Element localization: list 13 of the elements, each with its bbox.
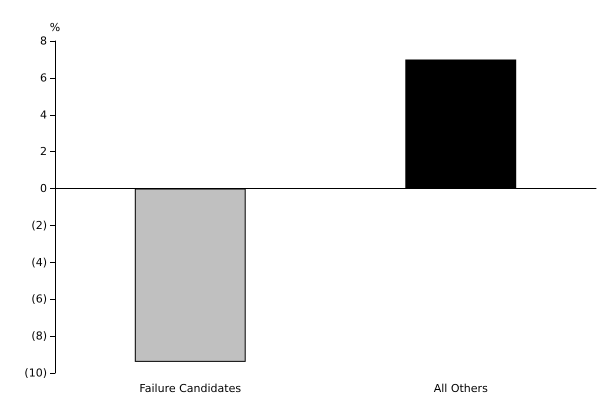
y-axis-title: %: [50, 21, 60, 34]
y-tick-label: (2): [31, 218, 47, 232]
y-tick-label: 6: [40, 71, 47, 84]
y-tick-label: 2: [40, 145, 47, 158]
y-tick-label: (8): [31, 330, 47, 343]
x-tick-label: All Others: [434, 382, 488, 395]
y-tick-label: 8: [40, 34, 47, 48]
y-tick-label: 0: [40, 182, 47, 196]
y-tick-label: (4): [31, 256, 47, 269]
y-tick-label: 4: [40, 108, 47, 122]
y-tick-label: (10): [24, 366, 47, 380]
x-tick-label: Failure Candidates: [139, 382, 242, 395]
y-tick-label: (6): [31, 292, 47, 306]
